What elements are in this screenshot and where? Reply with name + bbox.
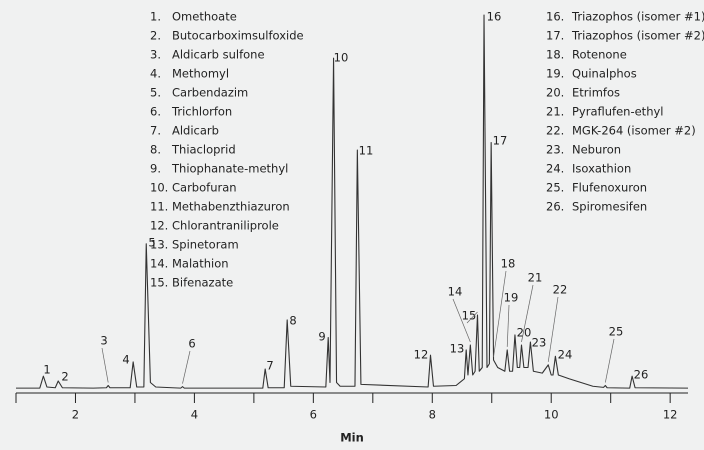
peak-label: 19 xyxy=(504,291,519,305)
compound-name: Neburon xyxy=(572,143,621,157)
compound-name: Etrimfos xyxy=(572,86,620,100)
compound-name: Aldicarb xyxy=(172,124,219,138)
compound-number: 2. xyxy=(150,29,161,43)
peak-label: 26 xyxy=(634,368,649,382)
compound-name: Quinalphos xyxy=(572,67,637,81)
peak-leader xyxy=(452,298,471,343)
peak-leader xyxy=(101,347,109,383)
compound-number: 8. xyxy=(150,143,161,157)
compound-number: 26. xyxy=(546,200,564,214)
compound-name: Carbofuran xyxy=(172,181,237,195)
compound-number: 25. xyxy=(546,181,564,195)
peak-label: 5 xyxy=(148,236,155,250)
compound-number: 7. xyxy=(150,124,161,138)
peak-label: 4 xyxy=(122,353,129,367)
compound-name: Methabenzthiazuron xyxy=(172,200,290,214)
peak-label: 13 xyxy=(450,342,465,356)
compound-number: 6. xyxy=(150,105,161,119)
compound-name: Isoxathion xyxy=(572,162,631,176)
compound-name: Flufenoxuron xyxy=(572,181,647,195)
x-tick-label: 8 xyxy=(429,408,436,422)
compound-name: Thiophanate-methyl xyxy=(171,162,288,176)
compound-name: Chlorantraniliprole xyxy=(172,219,279,233)
peak-label: 7 xyxy=(266,359,273,373)
peak-label: 8 xyxy=(289,314,296,328)
compound-name: Pyraflufen-ethyl xyxy=(572,105,663,119)
compound-number: 23. xyxy=(546,143,564,157)
x-tick-label: 10 xyxy=(544,408,559,422)
compound-name: Carbendazim xyxy=(172,86,248,100)
peak-label: 12 xyxy=(414,348,429,362)
compound-number: 9. xyxy=(150,162,161,176)
peak-label: 1 xyxy=(43,363,50,377)
x-tick-label: 12 xyxy=(663,408,678,422)
compound-number: 19. xyxy=(546,67,564,81)
compound-number: 24. xyxy=(546,162,564,176)
peak-label: 24 xyxy=(558,348,573,362)
peak-label: 23 xyxy=(532,336,547,350)
compound-name: Triazophos (isomer #1) xyxy=(571,10,704,24)
compound-name: Aldicarb sulfone xyxy=(172,48,265,62)
compound-number: 22. xyxy=(546,124,564,138)
peak-label: 9 xyxy=(318,330,325,344)
peak-label: 2 xyxy=(61,370,68,384)
compound-number: 5. xyxy=(150,86,161,100)
peak-label: 15 xyxy=(462,309,477,323)
compound-name: Spinetoram xyxy=(172,238,239,252)
compound-number: 1. xyxy=(150,10,161,24)
compound-number: 4. xyxy=(150,67,161,81)
compound-name: Triazophos (isomer #2) xyxy=(571,29,704,43)
x-tick-label: 6 xyxy=(310,408,317,422)
peak-leader xyxy=(521,284,534,343)
compound-name: MGK-264 (isomer #2) xyxy=(572,124,696,138)
peak-label: 21 xyxy=(528,271,543,285)
compound-number: 20. xyxy=(546,86,564,100)
peak-label: 22 xyxy=(553,283,568,297)
peak-leader xyxy=(466,311,478,324)
compound-name: Malathion xyxy=(172,257,229,271)
chromatogram-trace xyxy=(16,14,689,389)
peak-label: 18 xyxy=(501,257,516,271)
compound-number: 18. xyxy=(546,48,564,62)
peak-label: 10 xyxy=(334,51,349,65)
peak-label: 25 xyxy=(609,325,624,339)
peak-label: 16 xyxy=(487,10,502,24)
x-axis-label: Min xyxy=(340,431,364,445)
peak-label: 11 xyxy=(359,144,374,158)
compound-number: 10. xyxy=(150,181,168,195)
peak-leader xyxy=(604,338,615,383)
compound-name: Thiacloprid xyxy=(171,143,236,157)
compound-name: Rotenone xyxy=(572,48,627,62)
peak-leader xyxy=(506,304,510,347)
compound-name: Spiromesifen xyxy=(572,200,647,214)
compound-number: 16. xyxy=(546,10,564,24)
peak-leader xyxy=(182,350,191,384)
x-tick-label: 2 xyxy=(72,408,79,422)
compound-number: 12. xyxy=(150,219,168,233)
peak-label: 3 xyxy=(100,334,107,348)
compound-number: 21. xyxy=(546,105,564,119)
x-tick-label: 4 xyxy=(191,408,198,422)
compound-name: Bifenazate xyxy=(172,276,233,290)
compound-number: 3. xyxy=(150,48,161,62)
peak-leader xyxy=(493,270,507,358)
compound-number: 11. xyxy=(150,200,168,214)
compound-number: 14. xyxy=(150,257,168,271)
compound-number: 17. xyxy=(546,29,564,43)
peak-label: 6 xyxy=(188,337,195,351)
compound-name: Butocarboximsulfoxide xyxy=(172,29,304,43)
peak-label: 14 xyxy=(448,285,463,299)
compound-name: Methomyl xyxy=(172,67,229,81)
compound-number: 15. xyxy=(150,276,168,290)
compound-number: 13. xyxy=(150,238,168,252)
peak-label: 17 xyxy=(493,134,508,148)
compound-name: Omethoate xyxy=(172,10,237,24)
peak-leader xyxy=(547,296,559,362)
peak-label: 20 xyxy=(517,326,532,340)
compound-name: Trichlorfon xyxy=(171,105,232,119)
